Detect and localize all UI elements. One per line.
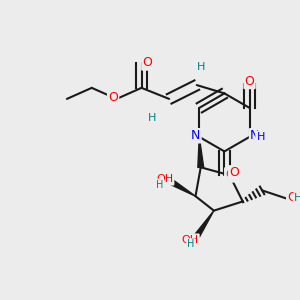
Text: O: O [244, 75, 254, 88]
Text: H: H [187, 239, 195, 249]
Text: OH: OH [182, 235, 199, 244]
Text: O: O [287, 191, 297, 204]
Text: N: N [250, 129, 260, 142]
Text: O: O [108, 91, 118, 104]
Text: OH: OH [156, 175, 173, 184]
Text: O: O [225, 168, 235, 182]
Polygon shape [171, 180, 196, 196]
Text: H: H [197, 62, 205, 72]
Polygon shape [198, 137, 204, 167]
Text: H: H [256, 132, 265, 142]
Text: O: O [142, 56, 152, 70]
Text: H: H [148, 113, 157, 123]
Text: N: N [191, 129, 200, 142]
Text: H: H [294, 194, 300, 203]
Polygon shape [195, 211, 214, 237]
Text: H: H [156, 180, 164, 190]
Text: O: O [229, 167, 239, 179]
